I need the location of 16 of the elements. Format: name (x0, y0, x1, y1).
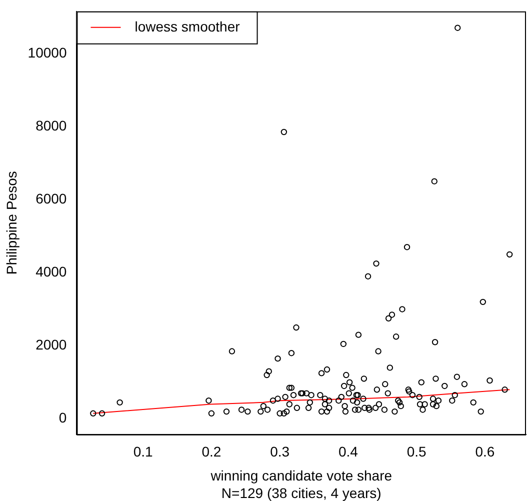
y-axis-title: Philippine Pesos (3, 171, 20, 275)
y-tick-label: 10000 (28, 44, 67, 60)
legend-label: lowess smoother (134, 18, 240, 34)
x-axis-title: winning candidate vote share (210, 467, 392, 484)
x-tick-label: 0.2 (202, 444, 222, 460)
y-tick-label: 2000 (36, 336, 67, 353)
x-tick-label: 0.5 (406, 444, 427, 460)
x-tick-label: 0.4 (338, 444, 358, 460)
y-tick-label: 0 (58, 410, 67, 426)
x-tick-label: 0.6 (475, 444, 495, 460)
text: N=129 (38 cities, 4 years) (221, 485, 382, 501)
y-tick-label: 6000 (36, 190, 67, 206)
y-tick-label: 4000 (36, 264, 67, 280)
x-tick-label: 0.3 (270, 444, 290, 460)
y-tick-label: 8000 (36, 117, 67, 134)
x-tick-label: 0.1 (133, 444, 154, 460)
